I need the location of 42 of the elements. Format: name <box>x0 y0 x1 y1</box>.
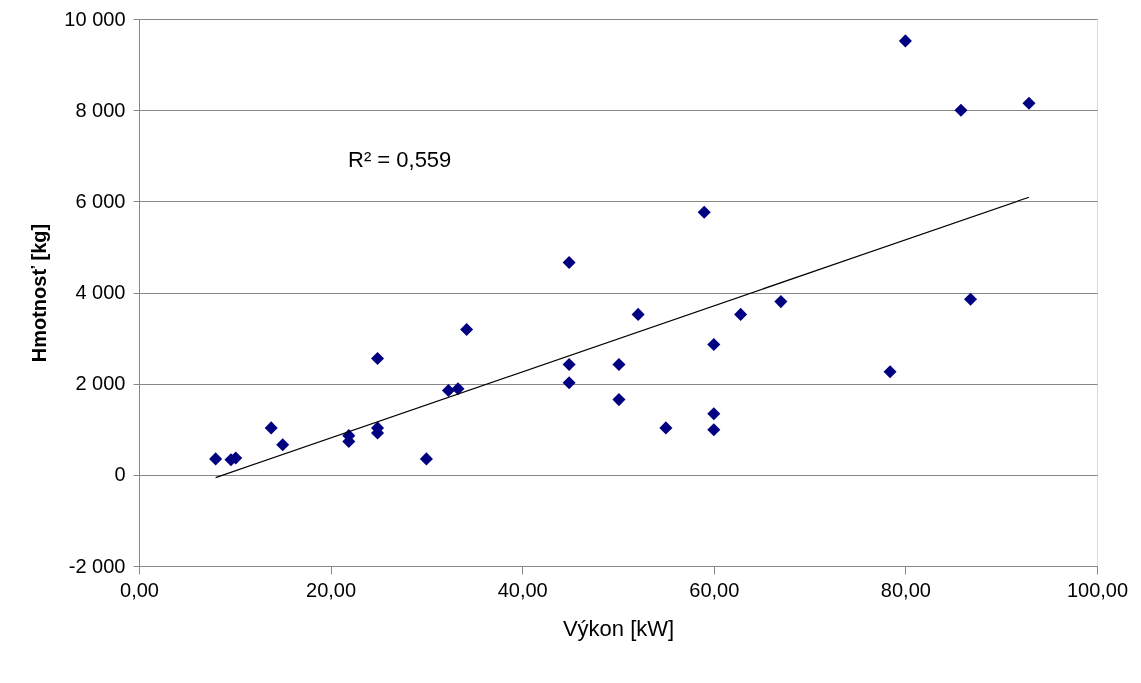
x-tick-label: 0,00 <box>120 578 159 601</box>
y-tick-label: 6 000 <box>75 189 126 212</box>
y-tick-label: 8 000 <box>75 98 126 121</box>
point <box>883 365 897 379</box>
point <box>707 407 721 421</box>
point <box>1022 96 1036 110</box>
x-axis-title: Výkon [kW] <box>562 615 675 641</box>
point <box>898 34 912 48</box>
point <box>276 438 290 452</box>
point <box>562 255 576 269</box>
point <box>659 421 673 435</box>
point <box>964 292 978 306</box>
point <box>707 337 721 351</box>
y-tick-label: 0 <box>114 463 126 486</box>
y-tick-label: 10 000 <box>64 7 126 30</box>
point <box>954 103 968 117</box>
point <box>451 382 465 396</box>
point <box>562 358 576 372</box>
point <box>209 452 223 466</box>
y-tick-label: 4 000 <box>75 281 126 303</box>
point <box>562 376 576 390</box>
point <box>697 205 711 219</box>
point <box>774 295 788 309</box>
point <box>734 307 748 321</box>
y-tick-label: -2 000 <box>68 554 126 577</box>
point <box>371 352 385 366</box>
point <box>460 322 474 336</box>
x-tick-label: 100,00 <box>1066 578 1129 601</box>
y-tick-label: 2 000 <box>75 372 126 395</box>
point <box>264 421 278 435</box>
point <box>612 358 626 372</box>
x-tick-label: 40,00 <box>497 578 548 601</box>
point <box>707 423 721 437</box>
x-tick-label: 60,00 <box>689 578 740 601</box>
x-tick-label: 80,00 <box>880 578 931 601</box>
point <box>631 307 645 321</box>
y-axis-title: Hmotnosť [kg] <box>28 223 51 363</box>
point <box>441 383 455 398</box>
annotation: R² = 0,559 <box>348 147 452 172</box>
point <box>612 393 626 407</box>
x-tick-label: 20,00 <box>306 578 357 601</box>
point <box>419 452 433 466</box>
